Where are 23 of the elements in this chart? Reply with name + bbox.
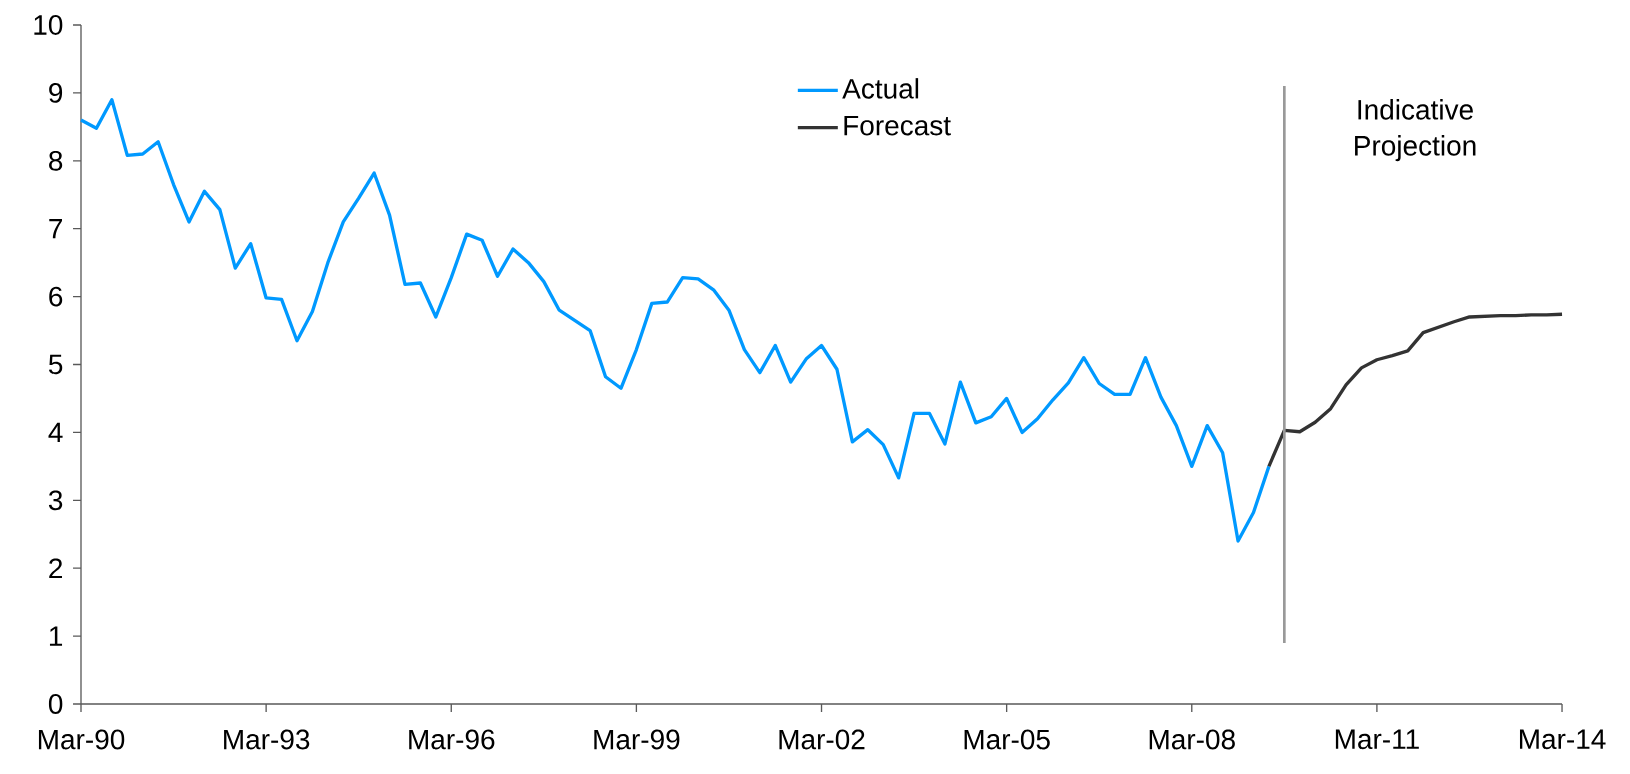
y-tick-label: 7	[49, 219, 62, 239]
y-tick-label: 3	[48, 490, 63, 511]
y-tick-label: 5	[48, 354, 63, 375]
legend-label: Forecast	[844, 115, 951, 136]
x-tick-label: Mar-08	[1149, 729, 1235, 750]
y-tick-label: 6	[49, 286, 63, 307]
x-tick-label: Mar-05	[964, 729, 1050, 750]
x-tick-label: Mar-02	[779, 729, 865, 750]
x-tick-label: Mar-11	[1335, 729, 1419, 750]
y-tick-label: 0	[48, 694, 63, 714]
y-tick-label: 10	[34, 15, 63, 35]
x-tick-label: Mar-90	[38, 729, 125, 750]
x-tick-label: Mar-96	[409, 729, 495, 750]
y-tick-label: 8	[49, 150, 63, 171]
y-tick-label: 1	[49, 626, 63, 646]
y-tick-label: 4	[48, 422, 63, 443]
ref-line-label: Indicative Projection	[1355, 99, 1476, 162]
y-tick-label: 9	[49, 82, 63, 103]
x-tick-label: Mar-99	[594, 729, 680, 750]
legend-label: Actual	[842, 78, 919, 99]
x-tick-label: Mar-14	[1519, 729, 1606, 750]
x-tick-label: Mar-93	[224, 729, 310, 750]
y-tick-label: 2	[49, 558, 62, 578]
